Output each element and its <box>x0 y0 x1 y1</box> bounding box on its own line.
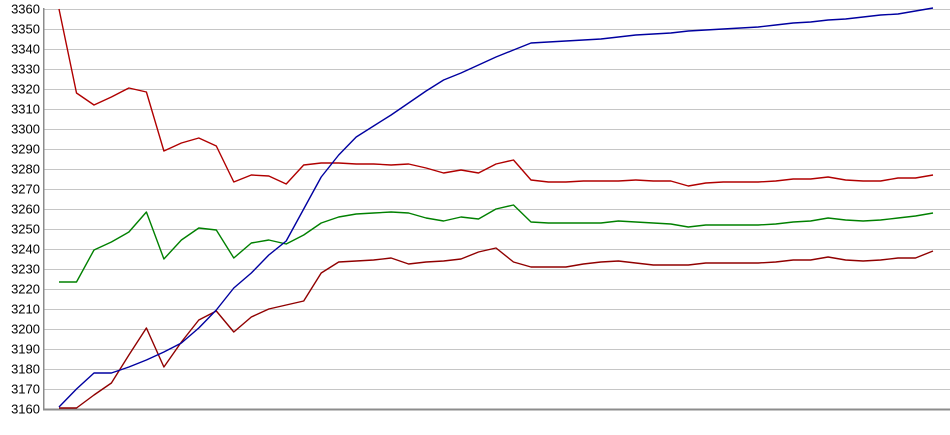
y-axis-tick-label: 3210 <box>11 302 40 317</box>
series-blue-line <box>58 7 934 408</box>
series-dark-red-line <box>59 247 934 409</box>
y-axis-tick-label: 3270 <box>11 182 40 197</box>
y-axis-tick-label: 3280 <box>11 162 40 177</box>
y-axis-tick-label: 3330 <box>11 62 40 77</box>
y-axis-tick-label: 3220 <box>11 282 40 297</box>
y-axis-tick-label: 3310 <box>11 102 40 117</box>
series-red-line <box>58 8 934 187</box>
y-axis-tick-label: 3200 <box>11 322 40 337</box>
y-axis-tick-label: 3190 <box>11 342 40 357</box>
y-axis-tick-label: 3180 <box>11 362 40 377</box>
y-axis-tick-label: 3350 <box>11 22 40 37</box>
y-axis-tick-label: 3160 <box>11 402 40 417</box>
y-axis-tick-label: 3230 <box>11 262 40 277</box>
y-axis-tick-label: 3340 <box>11 42 40 57</box>
y-axis-tick-label: 3300 <box>11 122 40 137</box>
y-axis-tick-label: 3290 <box>11 142 40 157</box>
y-axis-tick-label: 3240 <box>11 242 40 257</box>
series-green-line <box>59 204 934 283</box>
y-axis-tick-label: 3320 <box>11 82 40 97</box>
y-axis-tick-label: 3260 <box>11 202 40 217</box>
y-axis-tick-label: 3250 <box>11 222 40 237</box>
y-axis-tick-label: 3360 <box>11 2 40 17</box>
y-axis-tick-label: 3170 <box>11 382 40 397</box>
